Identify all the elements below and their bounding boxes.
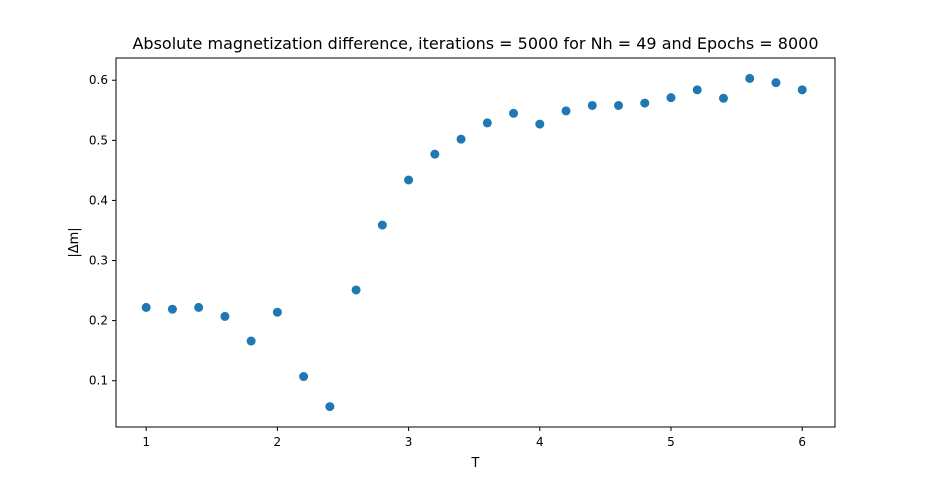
y-tick-label: 0.5: [89, 133, 108, 147]
data-point: [194, 302, 204, 312]
data-point: [377, 220, 387, 230]
data-point: [167, 304, 177, 314]
y-axis-label: |Δm|: [67, 227, 82, 257]
data-point: [771, 78, 781, 88]
y-tick-label: 0.1: [89, 374, 108, 388]
data-point: [535, 119, 545, 129]
data-point: [482, 118, 492, 128]
data-points: [141, 73, 807, 412]
plot-area: [115, 57, 836, 428]
data-point: [299, 372, 309, 382]
x-tick-label: 4: [536, 435, 544, 449]
data-point: [797, 85, 807, 95]
x-axis-label: T: [471, 456, 480, 471]
x-tick-label: 5: [667, 435, 675, 449]
x-tick-label: 1: [142, 435, 150, 449]
data-point: [640, 98, 650, 108]
data-point: [718, 93, 728, 103]
data-point: [614, 100, 624, 110]
data-point: [325, 402, 335, 412]
data-point: [587, 100, 597, 110]
data-point: [430, 149, 440, 159]
data-point: [456, 134, 466, 144]
y-tick-label: 0.2: [89, 314, 108, 328]
data-point: [404, 175, 414, 185]
data-point: [561, 106, 571, 116]
y-tick-label: 0.6: [89, 73, 108, 87]
data-point: [692, 85, 702, 95]
y-tick-label: 0.4: [89, 193, 108, 207]
data-point: [666, 93, 676, 103]
x-tick-label: 3: [405, 435, 413, 449]
x-tick-label: 6: [798, 435, 806, 449]
y-axis: 0.1 0.2 0.3 0.4 0.5 0.6: [89, 73, 116, 388]
data-point: [509, 108, 519, 118]
x-axis: 1 2 3 4 5 6: [142, 427, 806, 449]
data-point: [351, 285, 361, 295]
x-tick-label: 2: [274, 435, 282, 449]
y-tick-label: 0.3: [89, 254, 108, 268]
data-point: [220, 311, 230, 321]
data-point: [141, 302, 151, 312]
data-point: [745, 73, 755, 83]
chart-title: Absolute magnetization difference, itera…: [132, 34, 818, 53]
data-point: [246, 336, 256, 346]
data-point: [272, 307, 282, 317]
